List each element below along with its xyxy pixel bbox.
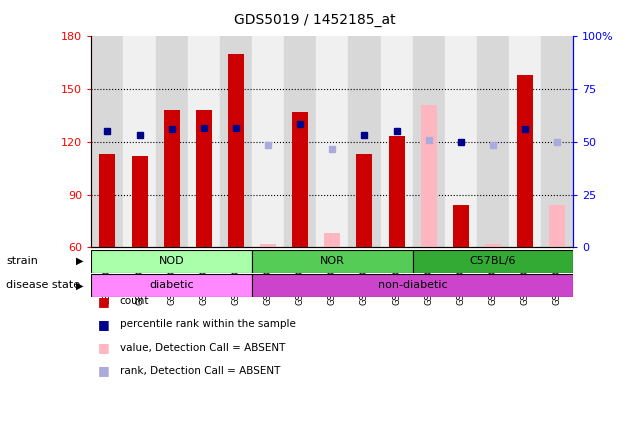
Bar <box>509 36 541 247</box>
Text: disease state: disease state <box>6 280 81 290</box>
Bar <box>91 250 252 273</box>
Bar <box>549 205 565 247</box>
Text: diabetic: diabetic <box>149 280 194 290</box>
Bar <box>541 36 573 247</box>
Text: non-diabetic: non-diabetic <box>378 280 447 290</box>
Text: count: count <box>120 296 149 306</box>
Bar <box>421 105 437 247</box>
Bar <box>413 36 445 247</box>
Text: ■: ■ <box>98 365 110 377</box>
Bar <box>196 110 212 247</box>
Text: C57BL/6: C57BL/6 <box>470 256 516 266</box>
Bar <box>100 154 115 247</box>
Bar <box>453 205 469 247</box>
Text: value, Detection Call = ABSENT: value, Detection Call = ABSENT <box>120 343 285 353</box>
Bar <box>413 250 573 273</box>
Bar <box>220 36 252 247</box>
Bar <box>316 36 348 247</box>
Bar <box>292 112 308 247</box>
Bar <box>357 154 372 247</box>
Bar <box>132 156 147 247</box>
Bar <box>485 244 501 247</box>
Bar <box>517 75 533 247</box>
Bar <box>228 54 244 247</box>
Bar <box>477 36 509 247</box>
Text: ■: ■ <box>98 295 110 308</box>
Text: ■: ■ <box>98 341 110 354</box>
Bar <box>284 36 316 247</box>
Text: strain: strain <box>6 256 38 266</box>
Bar <box>123 36 156 247</box>
Text: rank, Detection Call = ABSENT: rank, Detection Call = ABSENT <box>120 366 280 376</box>
Text: percentile rank within the sample: percentile rank within the sample <box>120 319 295 330</box>
Text: ▶: ▶ <box>76 256 83 266</box>
Bar <box>188 36 220 247</box>
Text: NOR: NOR <box>320 256 345 266</box>
Text: NOD: NOD <box>159 256 185 266</box>
Text: ■: ■ <box>98 318 110 331</box>
Bar <box>445 36 477 247</box>
Bar <box>381 36 413 247</box>
Bar <box>252 36 284 247</box>
Bar <box>260 244 276 247</box>
Bar <box>91 274 252 297</box>
Bar <box>324 233 340 247</box>
Bar <box>164 110 180 247</box>
Bar <box>91 36 123 247</box>
Text: ▶: ▶ <box>76 280 83 290</box>
Bar <box>156 36 188 247</box>
Bar <box>252 250 413 273</box>
Bar <box>348 36 381 247</box>
Bar <box>252 274 573 297</box>
Text: GDS5019 / 1452185_at: GDS5019 / 1452185_at <box>234 13 396 27</box>
Bar <box>389 137 404 247</box>
